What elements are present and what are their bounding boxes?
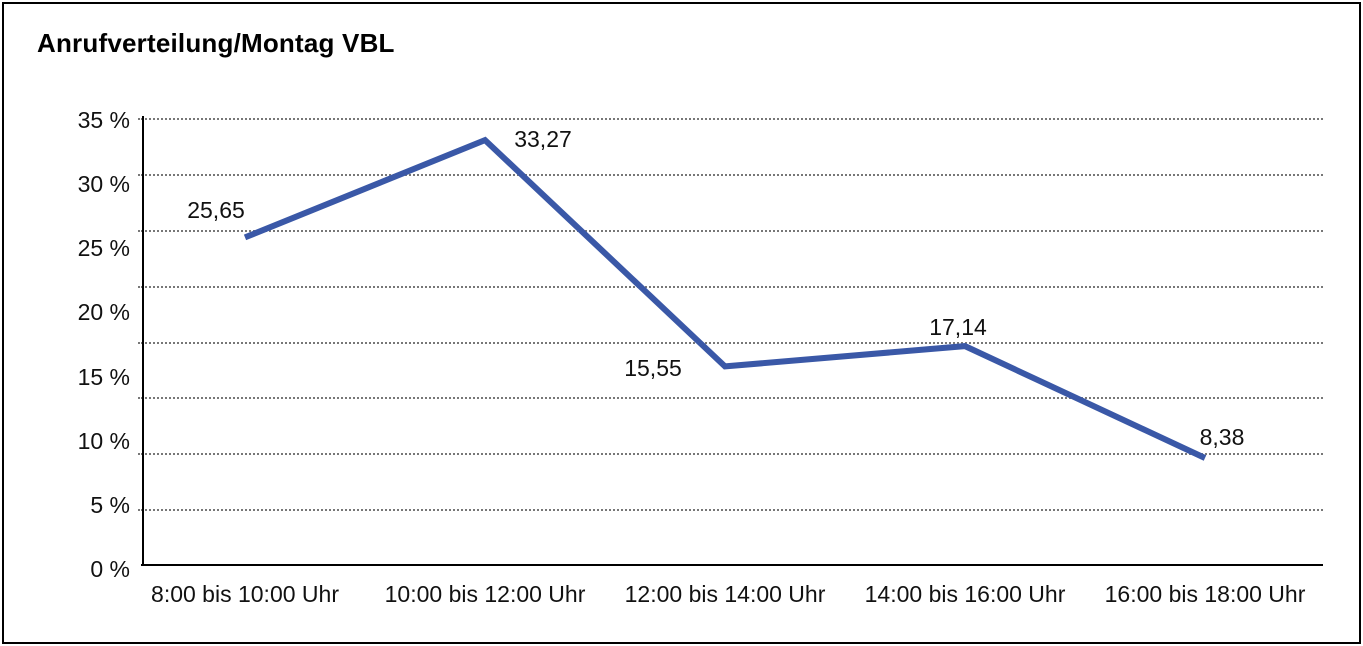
y-axis-line [142,116,144,566]
data-point-label: 33,27 [514,126,572,153]
y-tick-label: 5 % [90,491,130,518]
gridline-h [138,509,1323,512]
data-point-label: 25,65 [187,197,245,224]
gridline-h [138,118,1323,120]
data-point-label: 15,55 [624,355,682,382]
data-point-label: 8,38 [1199,423,1245,450]
gridline-h [138,173,1323,176]
y-tick-label: 30 % [77,171,130,198]
data-point-label: 17,14 [929,314,987,341]
x-axis-label: 14:00 bis 16:00 Uhr [864,581,1066,607]
x-axis-label: 8:00 bis 10:00 Uhr [151,581,339,607]
y-tick-label: 15 % [77,363,130,390]
x-axis-label: 10:00 bis 12:00 Uhr [384,581,586,607]
y-tick-label: 25 % [77,235,130,262]
y-tick-label: 10 % [77,427,130,454]
x-axis-line [141,564,1323,566]
y-tick-label: 0 % [90,556,130,582]
data-line-montag-vbl [243,136,1207,461]
gridline-h [138,453,1323,456]
y-tick-label: 20 % [77,299,130,326]
y-tick-label: 35 % [77,107,130,133]
gridline-h [138,341,1323,344]
gridline-h [138,229,1323,232]
x-axis-label: 12:00 bis 14:00 Uhr [624,581,826,607]
gridline-h [138,285,1323,288]
chart-title: Anrufverteilung/Montag VBL [37,28,395,58]
gridline-h [138,397,1323,400]
x-axis-label: 16:00 bis 18:00 Uhr [1104,581,1306,607]
